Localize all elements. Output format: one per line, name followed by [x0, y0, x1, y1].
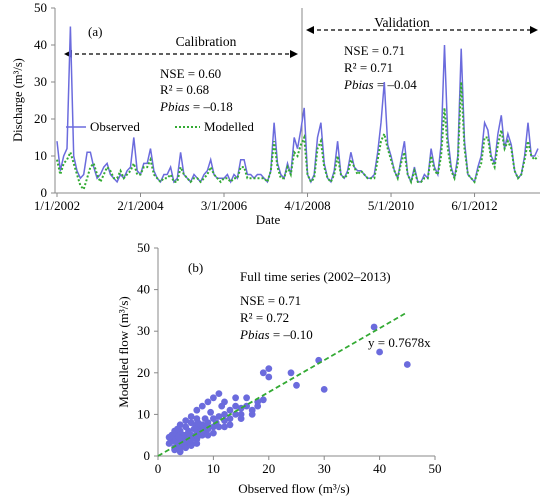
validation-arrow [306, 26, 538, 34]
scatter-point [226, 415, 234, 422]
panel-a-x-tick-label: 2/1/2004 [117, 198, 164, 213]
scatter-point [187, 413, 195, 420]
validation-nse: NSE = 0.71 [344, 43, 405, 58]
validation-r2: R² = 0.71 [344, 60, 393, 75]
scatter-point [370, 323, 378, 331]
scatter-point [293, 381, 300, 389]
scatter-point [210, 394, 217, 402]
scatter-point [207, 408, 215, 416]
scatter-point [221, 423, 228, 431]
scatter-point [204, 398, 212, 406]
panel-b-r2: R² = 0.72 [240, 310, 289, 325]
scatter-panel: 0 10 20 30 40 50 0 10 20 30 40 50 Modelled flow (m… [116, 240, 442, 496]
panel-a-legend: Observed Modelled [66, 119, 254, 134]
panel-a-x-axis-label: Date [256, 212, 281, 227]
scatter-point [215, 423, 223, 431]
panel-a-x-tick-label: 5/1/2010 [368, 198, 414, 213]
scatter-point [287, 369, 295, 377]
panel-b-nse: NSE = 0.71 [240, 293, 301, 308]
scatter-point [182, 444, 190, 452]
scatter-point [232, 394, 240, 402]
scatter-point [174, 425, 181, 433]
scatter-point [237, 415, 245, 422]
panel-b-x-tick-label: 40 [373, 461, 386, 476]
scatter-point [187, 442, 195, 449]
panel-a-label: (a) [88, 24, 102, 39]
panel-a-x-tick-label: 4/1/2008 [284, 198, 330, 213]
scatter-point [210, 429, 217, 437]
panel-a-x-tick-label: 6/1/2012 [451, 198, 497, 213]
scatter-point [226, 421, 234, 429]
panel-b-y-axis-label: Modelled flow (m³/s) [116, 296, 131, 408]
trendline-equation: y = 0.7678x [368, 335, 431, 350]
panel-b-title: Full time series (2002–2013) [240, 269, 391, 284]
panel-b-x-axis-label: Observed flow (m³/s) [238, 481, 349, 496]
scatter-point [182, 417, 190, 424]
panel-b-y-tick-label: 30 [137, 323, 150, 338]
scatter-point [259, 396, 267, 404]
calibration-nse: NSE = 0.60 [160, 66, 221, 81]
modelled-series-line [56, 81, 539, 192]
scatter-point [187, 436, 195, 443]
scatter-point [232, 411, 240, 418]
scatter-point [185, 429, 192, 437]
scatter-point [376, 348, 383, 356]
scatter-point [218, 402, 226, 410]
scatter-point [248, 411, 256, 418]
panel-b-x-tick-label: 10 [207, 461, 220, 476]
legend-modelled-label: Modelled [204, 119, 254, 134]
scatter-point [193, 431, 201, 439]
scatter-point [259, 369, 267, 377]
scatter-point [168, 431, 176, 439]
panel-b-label: (b) [188, 260, 203, 275]
panel-b-y-tick-label: 0 [144, 448, 151, 463]
calibration-pbias: Pbias = –0.18 [159, 99, 233, 114]
scatter-point [193, 440, 201, 447]
scatter-point [226, 406, 234, 414]
scatter-point [204, 431, 212, 439]
scatter-point [265, 365, 273, 372]
scatter-point [320, 386, 328, 393]
scatter-point [221, 411, 228, 418]
panel-b-x-tick-label: 0 [155, 461, 162, 476]
panel-b-y-tick-label: 10 [137, 406, 150, 421]
scatter-point [243, 394, 251, 402]
scatter-point [193, 406, 201, 414]
validation-label: Validation [374, 15, 430, 30]
observed-series-line [56, 26, 539, 185]
panel-b-y-tick-label: 40 [137, 282, 150, 297]
validation-pbias: Pbias = –0.04 [343, 77, 417, 92]
panel-a-y-tick-label: 20 [34, 111, 47, 126]
scatter-point [265, 373, 273, 381]
panel-b-y-tick-label: 20 [137, 365, 150, 380]
timeseries-panel: 0 10 20 30 40 50 1/1/2002 2/1/2004 3/1/2006 4/1/… [11, 0, 540, 227]
panel-a-y-tick-label: 40 [34, 37, 47, 52]
scatter-point [215, 390, 223, 397]
panel-a-y-tick-label: 30 [34, 74, 47, 89]
legend-observed-label: Observed [90, 119, 140, 134]
panel-b-y-tick-label: 50 [137, 240, 150, 255]
calibration-arrow [64, 50, 298, 58]
scatter-point [194, 419, 202, 427]
panel-b-x-tick-label: 20 [262, 461, 275, 476]
scatter-point [176, 448, 184, 456]
scatter-point [403, 361, 411, 368]
panel-a-x-tick-label: 1/1/2002 [34, 198, 80, 213]
panel-a-y-axis-label: Discharge (m³/s) [11, 58, 25, 142]
scatter-point [198, 402, 206, 410]
scatter-point [254, 402, 262, 410]
calibration-label: Calibration [176, 34, 237, 49]
panel-a-y-tick-label: 10 [34, 148, 47, 163]
panel-b-pbias: Pbias = –0.10 [239, 327, 313, 342]
calibration-r2: R² = 0.68 [160, 82, 209, 97]
panel-a-y-tick-label: 50 [34, 0, 47, 15]
panel-b-x-tick-label: 30 [318, 461, 331, 476]
scatter-point [232, 402, 240, 410]
panel-a-y-tick-label: 0 [41, 185, 48, 200]
panel-a-x-tick-label: 3/1/2006 [201, 198, 248, 213]
scatter-point [215, 413, 223, 420]
panel-b-x-tick-label: 50 [429, 461, 442, 476]
